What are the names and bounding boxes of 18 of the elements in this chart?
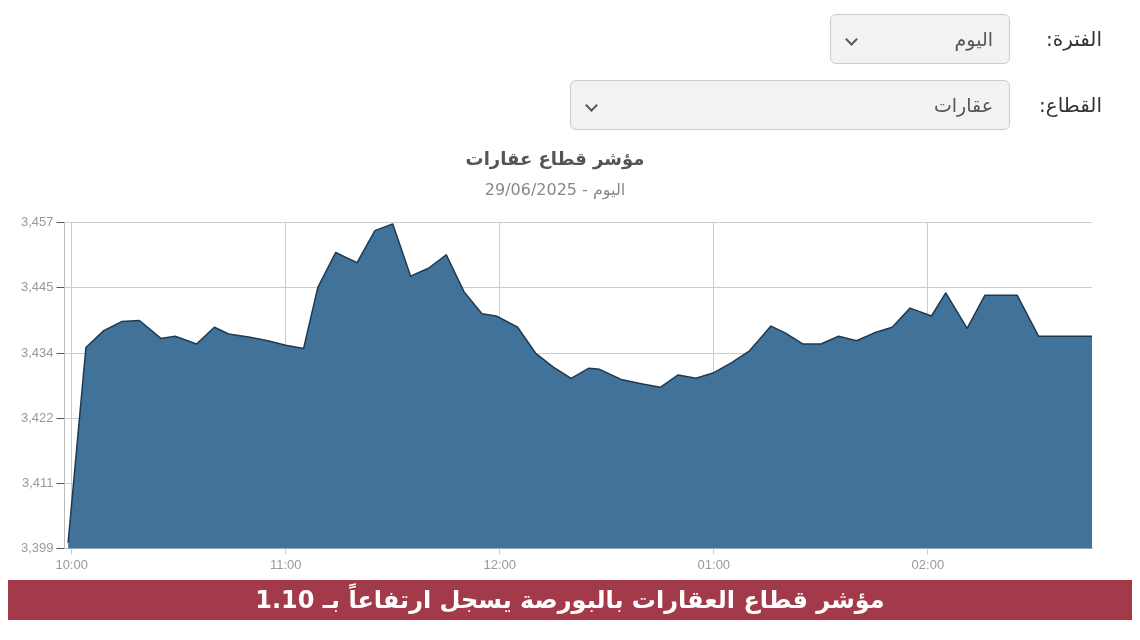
text: الفترة: (1044, 27, 1102, 51)
y-tick-label: 3,445 (20, 279, 54, 295)
y-tick-label: 3,457 (20, 214, 54, 230)
y-tick-label: 3,434 (20, 344, 54, 360)
chart-title: مؤشر قطاع عقارات (465, 148, 645, 171)
text: القطاع: (1038, 93, 1102, 117)
chart-subtitle: اليوم - 29/06/2025 (484, 180, 626, 201)
x-tick-label: 12:00 (483, 556, 517, 572)
y-tick-label: 3,399 (20, 539, 54, 555)
y-tick-label: 3,422 (20, 409, 54, 425)
x-tick-label: 10:00 (55, 556, 88, 572)
y-tick-label: 3,411 (21, 474, 54, 490)
x-tick-label: 01:00 (697, 556, 731, 572)
text: مؤشر قطاع العقارات بالبورصة يسجل ارتفاعاً بـ 1.10 (8, 580, 1132, 620)
dropdown-field: عقارات (570, 80, 1010, 130)
x-tick-label: 11:00 (269, 556, 302, 572)
x-tick-label: 02:00 (911, 556, 945, 572)
dropdown-field: اليوم (830, 14, 1010, 64)
